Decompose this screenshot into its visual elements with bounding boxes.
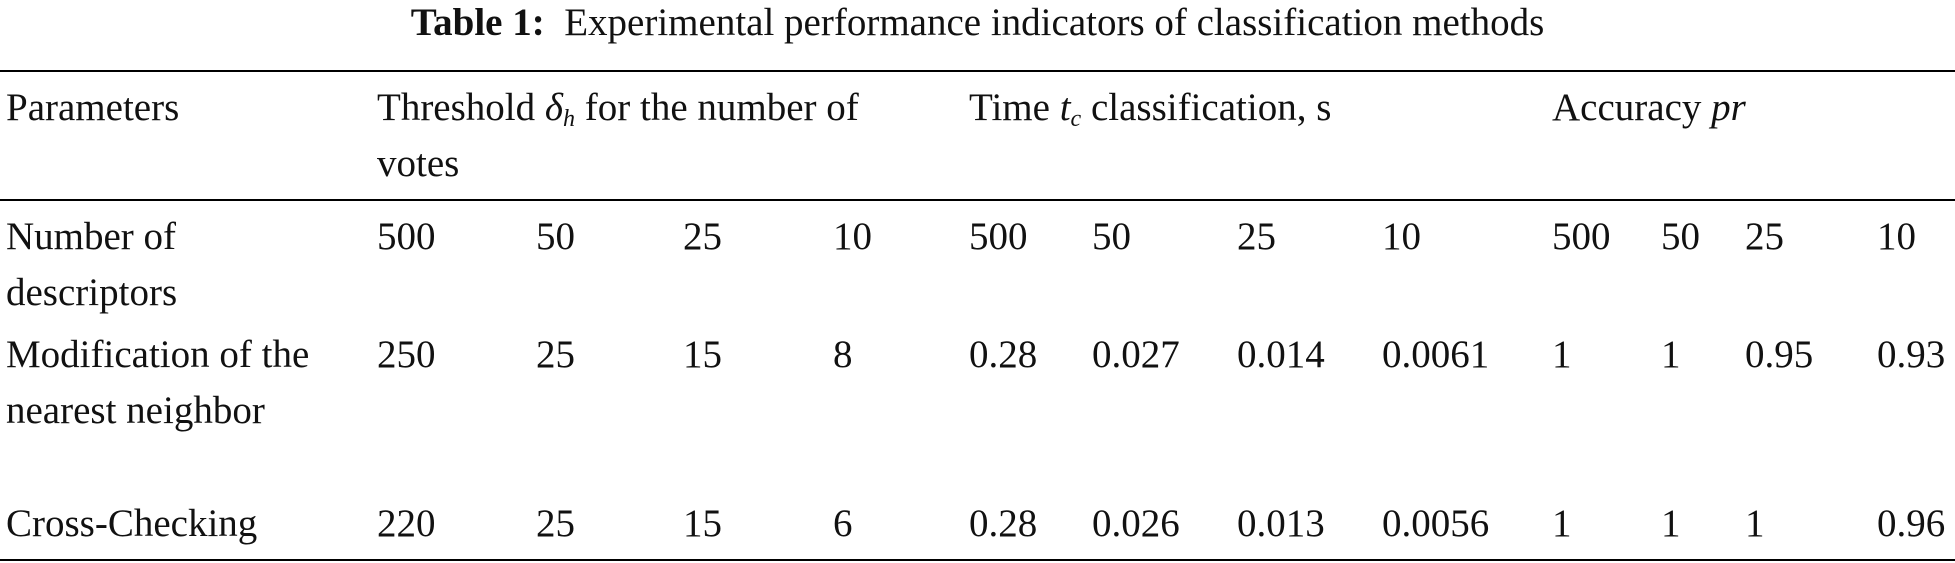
header-text: Threshold <box>377 86 545 129</box>
table-cell: 50 <box>1092 215 1131 258</box>
header-text: Time <box>969 86 1060 129</box>
header-symbol: t <box>1059 86 1071 129</box>
table-cell: 8 <box>833 333 853 376</box>
table-cell: 50 <box>1661 215 1700 258</box>
header-cell: Threshold δh for the number of votes <box>377 80 947 192</box>
header-text: classification, s <box>1081 86 1332 129</box>
caption: Table 1: Experimental performance indica… <box>0 0 1955 46</box>
table-cell: 250 <box>377 333 436 376</box>
table-cell: 0.96 <box>1877 502 1946 545</box>
table-cell: 1 <box>1745 502 1765 545</box>
table-cell: 0.027 <box>1092 333 1180 376</box>
header-text: Parameters <box>6 86 180 129</box>
header-cell: Accuracy pr <box>1552 80 1952 136</box>
table-cell: 0.95 <box>1745 333 1814 376</box>
table-cell: 220 <box>377 502 436 545</box>
table-cell: 0.0061 <box>1382 333 1490 376</box>
rule <box>0 559 1955 561</box>
rule <box>0 70 1955 72</box>
rule <box>0 199 1955 201</box>
row-label: Number of descriptors <box>6 215 178 314</box>
table-cell: 500 <box>969 215 1028 258</box>
caption-text: Experimental performance indicators of c… <box>564 1 1545 44</box>
table-cell: 15 <box>683 502 722 545</box>
table-cell: 1 <box>1552 502 1572 545</box>
table-cell: 25 <box>1237 215 1276 258</box>
table-cell: 25 <box>536 502 575 545</box>
caption-label: Table 1: <box>410 1 545 44</box>
table-cell: 50 <box>536 215 575 258</box>
table-cell: 10 <box>833 215 872 258</box>
table-cell: 500 <box>1552 215 1611 258</box>
header-cell: Parameters <box>6 80 366 136</box>
header-cell: Time tc classification, s <box>969 80 1529 136</box>
header-subscript: h <box>563 106 576 132</box>
table-cell: 25 <box>683 215 722 258</box>
table-cell: 10 <box>1382 215 1421 258</box>
table-cell: 1 <box>1661 502 1681 545</box>
table-cell: 10 <box>1877 215 1916 258</box>
table-cell: 500 <box>377 215 436 258</box>
table-cell: 1 <box>1552 333 1572 376</box>
header-text: for the number of votes <box>377 86 869 185</box>
table-cell: 0.014 <box>1237 333 1325 376</box>
table-cell: 0.93 <box>1877 333 1946 376</box>
header-symbol: pr <box>1711 86 1746 129</box>
table-cell: 0.013 <box>1237 502 1325 545</box>
header-subscript: c <box>1070 106 1082 132</box>
header-text: Accuracy <box>1552 86 1712 129</box>
row-label: Cross-Checking <box>6 502 258 545</box>
table-cell: 0.28 <box>969 333 1038 376</box>
table-cell: 15 <box>683 333 722 376</box>
row-label: Modification of the nearest neighbor <box>6 333 310 432</box>
table-cell: 1 <box>1661 333 1681 376</box>
table-cell: 6 <box>833 502 853 545</box>
table-cell: 0.0056 <box>1382 502 1490 545</box>
header-symbol: δ <box>544 86 564 129</box>
table-cell: 25 <box>1745 215 1784 258</box>
table-cell: 0.026 <box>1092 502 1180 545</box>
table-cell: 0.28 <box>969 502 1038 545</box>
table-cell: 25 <box>536 333 575 376</box>
